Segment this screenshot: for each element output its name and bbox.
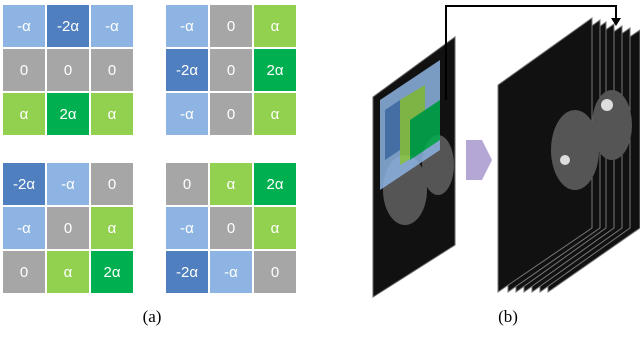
- cell-label: 0: [227, 18, 235, 35]
- cell-label: -2α: [176, 62, 198, 79]
- cell-label: 0: [20, 62, 28, 79]
- cell-label: 0: [20, 264, 28, 281]
- cell-label: 0: [271, 264, 279, 281]
- cell-label: 0: [64, 62, 72, 79]
- grid-cell: [254, 5, 296, 47]
- grid-cell: [91, 207, 133, 249]
- grid-cell: [3, 207, 45, 249]
- panel-label: (a): [143, 307, 162, 326]
- grid-cell: [47, 5, 89, 47]
- cell-label: α: [108, 220, 117, 237]
- grid-cell: [254, 251, 296, 293]
- cell-label: 0: [108, 62, 116, 79]
- grid-cell: [166, 93, 208, 135]
- cell-label: -α: [61, 176, 75, 193]
- cell-label: α: [271, 220, 280, 237]
- cell-label: 0: [108, 176, 116, 193]
- cell-label: 0: [64, 220, 72, 237]
- grid-cell: [3, 49, 45, 91]
- grid-cell: [254, 93, 296, 135]
- grid-cell: [166, 251, 208, 293]
- cell-label: α: [271, 18, 280, 35]
- cell-label: 2α: [266, 176, 283, 193]
- cell-label: -2α: [57, 18, 79, 35]
- cell-label: -α: [224, 264, 238, 281]
- cell-label: α: [20, 106, 29, 123]
- cell-label: 0: [227, 62, 235, 79]
- grid-cell: [210, 163, 252, 205]
- grid-cell: [254, 49, 296, 91]
- cell-label: -α: [180, 220, 194, 237]
- grid-cell: [47, 207, 89, 249]
- cell-label: -2α: [176, 264, 198, 281]
- cell-label: -α: [180, 106, 194, 123]
- grid-cell: [91, 5, 133, 47]
- grid-cell: [47, 251, 89, 293]
- cell-label: α: [108, 106, 117, 123]
- grid-cell: [3, 93, 45, 135]
- grid-cell: [3, 163, 45, 205]
- grid-cell: [91, 251, 133, 293]
- grid-cell: [91, 49, 133, 91]
- grid-cell: [210, 207, 252, 249]
- panel-label: (b): [498, 307, 518, 326]
- ct-illustration: [372, 5, 640, 298]
- cell-label: 0: [227, 106, 235, 123]
- grid-cell: [91, 93, 133, 135]
- grid-cell: [166, 5, 208, 47]
- cell-label: -α: [180, 18, 194, 35]
- grid-cell: [47, 93, 89, 135]
- cell-label: 0: [227, 220, 235, 237]
- grid-cell: [254, 163, 296, 205]
- cell-label: -α: [105, 18, 119, 35]
- grid-cell: [3, 251, 45, 293]
- grid-cell: [166, 49, 208, 91]
- cell-label: -α: [17, 18, 31, 35]
- grid-cell: [210, 93, 252, 135]
- grid-cell: [210, 251, 252, 293]
- grid-cell: [91, 163, 133, 205]
- grid-cell: [210, 49, 252, 91]
- grid-cell: [166, 207, 208, 249]
- cell-label: 2α: [103, 264, 120, 281]
- cell-label: 2α: [266, 62, 283, 79]
- grid-cell: [47, 49, 89, 91]
- grid-cell: [254, 207, 296, 249]
- cell-label: α: [271, 106, 280, 123]
- cell-label: -2α: [13, 176, 35, 193]
- cell-label: 2α: [59, 106, 76, 123]
- grid-cell: [210, 5, 252, 47]
- cell-label: 0: [183, 176, 191, 193]
- grid-cell: [166, 163, 208, 205]
- cell-label: α: [227, 176, 236, 193]
- cell-label: α: [64, 264, 73, 281]
- grid-cell: [3, 5, 45, 47]
- cell-label: -α: [17, 220, 31, 237]
- grid-cell: [47, 163, 89, 205]
